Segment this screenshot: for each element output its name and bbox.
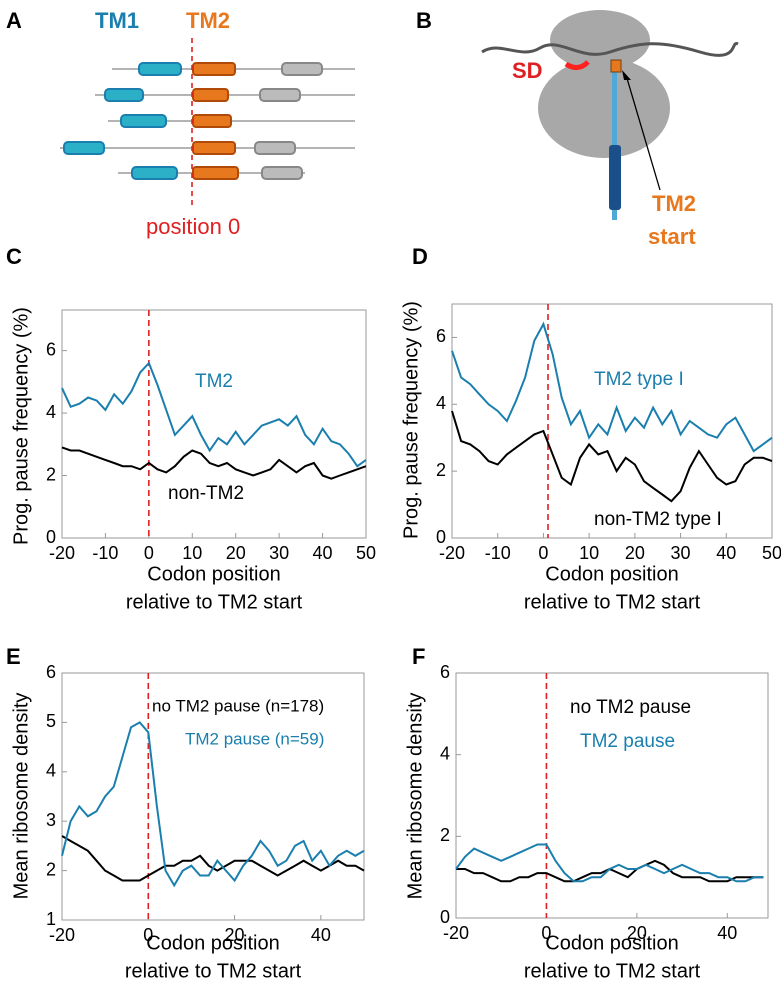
x-tick-label: 0: [143, 925, 153, 945]
x-axis-label: relative to TM2 start: [524, 591, 701, 613]
tm2-label: TM2: [186, 8, 230, 33]
tm2-start-label: start: [648, 224, 696, 249]
y-tick-label: 4: [46, 402, 56, 422]
x-tick-label: 0: [541, 923, 551, 943]
panel-letter: C: [6, 244, 22, 269]
legend-label: TM2 pause (n=59): [185, 729, 324, 748]
y-axis-label: Mean ribosome density: [404, 693, 426, 900]
x-tick-label: 20: [625, 543, 645, 563]
y-tick-label: 2: [440, 825, 450, 845]
x-axis-label: Codon position: [146, 932, 279, 954]
legend-label: no TM2 pause (n=178): [152, 696, 324, 715]
diagram-a: TM1 TM2 position 0: [60, 8, 355, 239]
series-line: [61, 361, 367, 468]
x-tick-label: 20: [226, 543, 246, 563]
x-tick-label: 50: [762, 543, 781, 563]
y-tick-label: 1: [46, 909, 56, 929]
y-tick-label: 6: [46, 662, 56, 682]
plot-frame: [455, 672, 769, 919]
x-axis-label: Codon position: [545, 563, 678, 585]
y-tick-label: 5: [46, 711, 56, 731]
tm1-label: TM1: [95, 8, 139, 33]
y-tick-label: 2: [46, 464, 56, 484]
x-tick-label: -20: [49, 543, 75, 563]
y-tick-label: 0: [46, 527, 56, 547]
y-tick-label: 3: [46, 810, 56, 830]
legend-label: non-TM2 type I: [594, 509, 722, 530]
plot-frame: [61, 309, 367, 539]
panel-letter: F: [412, 644, 425, 669]
panel-letter: D: [412, 244, 428, 269]
y-axis-label: Prog. pause frequency (%): [400, 301, 422, 539]
x-axis-label: relative to TM2 start: [125, 960, 302, 982]
series-line: [451, 321, 773, 453]
y-tick-label: 4: [46, 761, 56, 781]
plot-frame: [61, 672, 365, 921]
series-line: [61, 446, 367, 480]
y-tick-label: 2: [46, 859, 56, 879]
x-tick-label: 50: [356, 543, 376, 563]
x-axis-label: Codon position: [545, 932, 678, 954]
legend-label: non-TM2: [168, 483, 244, 504]
y-tick-label: 6: [46, 339, 56, 359]
panel-letter: B: [416, 8, 432, 33]
x-axis-label: relative to TM2 start: [524, 960, 701, 982]
series-line: [451, 410, 773, 503]
y-tick-label: 4: [436, 393, 446, 413]
panel-letter: E: [6, 644, 21, 669]
x-tick-label: 10: [579, 543, 599, 563]
legend-label: TM2: [195, 371, 233, 392]
x-tick-label: 40: [717, 923, 737, 943]
x-tick-label: -10: [485, 543, 511, 563]
x-tick-label: 40: [313, 543, 333, 563]
x-axis-label: Codon position: [147, 563, 280, 585]
series-line: [61, 721, 365, 888]
x-tick-label: 20: [225, 925, 245, 945]
x-tick-label: -10: [92, 543, 118, 563]
position-label: position 0: [146, 214, 240, 239]
x-tick-label: -20: [439, 543, 465, 563]
series-line: [61, 835, 365, 882]
x-tick-label: 10: [182, 543, 202, 563]
x-tick-label: 30: [671, 543, 691, 563]
x-tick-label: 0: [144, 543, 154, 563]
plot-frame: [451, 303, 773, 539]
panel-letter: A: [6, 8, 22, 33]
series-line: [455, 843, 764, 883]
y-tick-label: 2: [436, 460, 446, 480]
y-tick-label: 6: [436, 326, 446, 346]
y-tick-label: 6: [440, 662, 450, 682]
y-tick-label: 4: [440, 743, 450, 763]
x-tick-label: 20: [627, 923, 647, 943]
tm2-start-label: TM2: [652, 191, 696, 216]
legend-label: TM2 pause: [580, 731, 675, 752]
y-tick-label: 0: [440, 907, 450, 927]
series-line: [456, 859, 764, 883]
x-tick-label: 40: [311, 925, 331, 945]
legend-label: no TM2 pause: [570, 697, 691, 718]
x-tick-label: -20: [49, 925, 75, 945]
legend-label: TM2 type I: [594, 369, 684, 390]
y-axis-label: Mean ribosome density: [10, 693, 32, 900]
x-tick-label: 40: [716, 543, 736, 563]
y-tick-label: 0: [436, 527, 446, 547]
y-axis-label: Prog. pause frequency (%): [10, 307, 32, 545]
x-tick-label: 0: [538, 543, 548, 563]
x-tick-label: -20: [443, 923, 469, 943]
diagram-b: SD TM2 start: [481, 10, 739, 249]
x-tick-label: 30: [269, 543, 289, 563]
x-axis-label: relative to TM2 start: [126, 591, 303, 613]
sd-label: SD: [512, 58, 543, 83]
